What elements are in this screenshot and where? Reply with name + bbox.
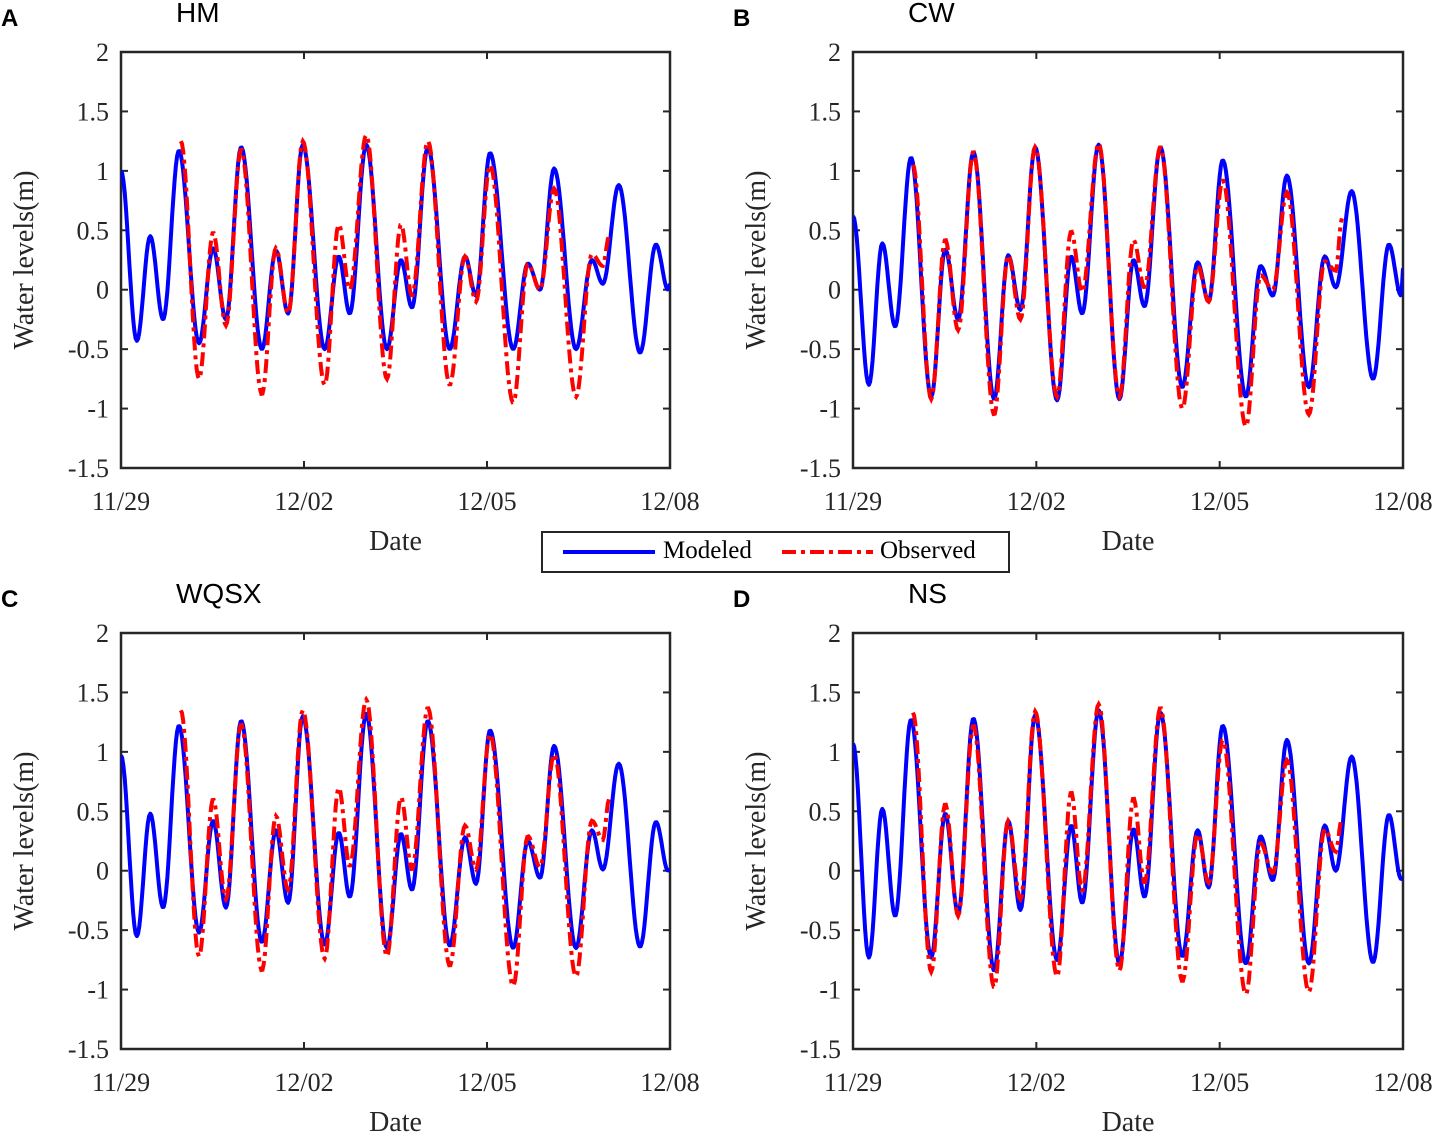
- series-observed-line: [178, 131, 611, 405]
- y-axis-label: Water levels(m): [9, 171, 40, 350]
- series-observed-line: [911, 139, 1344, 429]
- x-axis-label: Date: [1102, 1107, 1155, 1134]
- y-tick-label: 0: [828, 857, 841, 886]
- y-tick-label: 2: [828, 619, 841, 648]
- x-tick-label: 12/05: [457, 1068, 516, 1097]
- panel-label: A: [1, 5, 18, 32]
- panel-label: C: [1, 586, 18, 613]
- y-tick-label: -1.5: [800, 454, 841, 483]
- x-tick-label: 11/29: [824, 1068, 882, 1097]
- x-tick-label: 12/05: [1190, 487, 1249, 516]
- y-axis-label: Water levels(m): [741, 171, 772, 350]
- panel-title: NS: [908, 578, 947, 609]
- legend-observed-swatch: [782, 550, 873, 554]
- y-tick-label: 1: [828, 157, 841, 186]
- x-tick-label: 12/02: [1007, 1068, 1066, 1097]
- legend-modeled-swatch: [563, 550, 655, 554]
- x-tick-label: 12/08: [1373, 1068, 1432, 1097]
- x-axis-label: Date: [1102, 526, 1155, 557]
- legend-observed-label: Observed: [880, 537, 976, 564]
- y-tick-label: 1.5: [77, 97, 110, 126]
- legend: Modeled Observed: [541, 531, 1010, 573]
- panel-c: 2 1.5 1 0.5 0 -0.5 -1 -1.5 11/29 12/02 12/05 12/08 D…: [1, 578, 700, 1134]
- y-tick-label: 0.5: [77, 797, 110, 826]
- y-tick-label: -1.5: [800, 1035, 841, 1064]
- plot-area: [119, 50, 672, 470]
- y-tick-label: 1: [828, 738, 841, 767]
- panel-d: 2 1.5 1 0.5 0 -0.5 -1 -1.5 11/29 12/02 12/05 12/08 D…: [733, 578, 1433, 1134]
- panel-b: 2 1.5 1 0.5 0 -0.5 -1 -1.5 11/29 12/02 12/05 12/08 D…: [733, 0, 1433, 557]
- y-tick-label: 1.5: [809, 97, 842, 126]
- y-tick-label: 2: [96, 38, 109, 67]
- y-tick-label: 1.5: [809, 678, 842, 707]
- y-tick-label: -1.5: [68, 1035, 109, 1064]
- y-tick-label: 0.5: [77, 216, 110, 245]
- y-tick-label: 1: [96, 738, 109, 767]
- x-axis-label: Date: [369, 1107, 422, 1134]
- y-tick-label: 0: [96, 857, 109, 886]
- x-tick-label: 11/29: [92, 1068, 150, 1097]
- y-tick-label: -0.5: [68, 916, 109, 945]
- x-tick-label: 11/29: [824, 487, 882, 516]
- x-tick-label: 12/05: [457, 487, 516, 516]
- x-axis-label: Date: [369, 526, 422, 557]
- y-tick-label: -1: [87, 976, 109, 1005]
- y-tick-label: -1: [87, 395, 109, 424]
- y-tick-label: 0.5: [809, 797, 842, 826]
- x-tick-label: 12/05: [1190, 1068, 1249, 1097]
- y-tick-label: 0: [96, 276, 109, 305]
- y-tick-label: -1: [819, 976, 841, 1005]
- panel-title: CW: [908, 0, 955, 28]
- series-observed-line: [911, 699, 1344, 997]
- x-tick-label: 12/08: [640, 1068, 699, 1097]
- y-tick-label: -1: [819, 395, 841, 424]
- panel-label: B: [733, 5, 750, 32]
- y-tick-label: -0.5: [800, 916, 841, 945]
- x-tick-label: 12/02: [274, 1068, 333, 1097]
- x-tick-label: 12/08: [1373, 487, 1432, 516]
- y-tick-label: 2: [828, 38, 841, 67]
- y-tick-label: -0.5: [800, 335, 841, 364]
- y-tick-label: -0.5: [68, 335, 109, 364]
- y-tick-label: 2: [96, 619, 109, 648]
- series-observed-line: [178, 695, 611, 988]
- panel-title: HM: [176, 0, 220, 28]
- panel-label: D: [733, 586, 750, 613]
- y-tick-label: 0.5: [809, 216, 842, 245]
- series-modeled-line: [121, 142, 670, 355]
- legend-modeled-label: Modeled: [663, 537, 752, 564]
- panel-a: 2 1.5 1 0.5 0 -0.5 -1 -1.5 11/29 12/02 12/05 12/08 D…: [1, 0, 700, 557]
- y-axis-label: Water levels(m): [9, 752, 40, 931]
- plot-area: [851, 50, 1405, 470]
- x-tick-label: 12/02: [274, 487, 333, 516]
- y-tick-label: 0: [828, 276, 841, 305]
- y-axis-label: Water levels(m): [741, 752, 772, 931]
- x-tick-label: 12/02: [1007, 487, 1066, 516]
- y-tick-label: -1.5: [68, 454, 109, 483]
- x-tick-label: 11/29: [92, 487, 150, 516]
- series-modeled-line: [121, 711, 670, 950]
- x-tick-label: 12/08: [640, 487, 699, 516]
- panel-title: WQSX: [176, 578, 262, 609]
- y-tick-label: 1.5: [77, 678, 110, 707]
- y-tick-label: 1: [96, 157, 109, 186]
